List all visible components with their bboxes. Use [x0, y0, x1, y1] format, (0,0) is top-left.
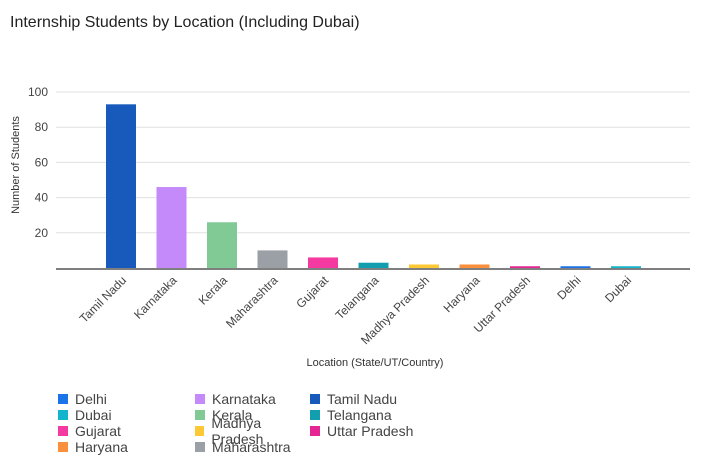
x-tick-label: Telangana [333, 273, 382, 322]
y-tick-label: 80 [35, 120, 49, 134]
bar-delhi [560, 266, 591, 268]
x-tick-label: Delhi [554, 273, 583, 302]
legend-item: Dubai [58, 407, 195, 423]
legend-item: Haryana [58, 439, 195, 455]
legend-item: Delhi [58, 391, 195, 407]
plot-area: 20 40 60 80 100 Tamil Nadu Karnataka KeralaMaha… [10, 85, 690, 369]
x-tick-label: Karnataka [131, 273, 180, 322]
chart-title: Internship Students by Location (Includi… [10, 14, 360, 31]
legend-swatch [58, 394, 68, 404]
bar-gujarat [308, 257, 338, 268]
legend-spacer [310, 439, 430, 455]
legend-label: Telangana [327, 407, 392, 423]
legend-label: Karnataka [212, 391, 276, 407]
x-tick-label: Dubai [602, 273, 634, 305]
bar-telangana [358, 262, 389, 268]
legend-label: Dubai [75, 407, 112, 423]
legend-label: Maharashtra [212, 439, 291, 455]
bar-maharashtra [257, 250, 288, 268]
legend-swatch [195, 426, 205, 436]
bar-tamil-nadu [106, 104, 136, 268]
legend-item: Madhya Pradesh [195, 415, 310, 447]
legend-swatch [58, 410, 68, 420]
y-tick-label: 20 [35, 226, 49, 240]
legend-label: Kerala [212, 407, 253, 423]
legend-swatch [58, 442, 68, 452]
legend-label: Tamil Nadu [327, 391, 398, 407]
legend-swatch [310, 426, 320, 436]
x-tick-label: Kerala [196, 273, 231, 308]
legend-item: Tamil Nadu [310, 391, 430, 407]
legend-label: Gujarat [75, 423, 121, 439]
legend-swatch [310, 410, 320, 420]
x-tick-label: Gujarat [293, 273, 331, 311]
legend-item: Telangana [310, 407, 430, 423]
y-axis-label: Number of Students [10, 116, 22, 214]
legend-item: Maharashtra [195, 439, 310, 455]
legend-swatch [195, 394, 205, 404]
legend-label: Delhi [75, 391, 107, 407]
legend-item: Gujarat [58, 423, 195, 439]
bar-karnataka [156, 187, 187, 268]
bar-kerala [207, 222, 237, 268]
x-tick-label: Haryana [441, 273, 483, 315]
legend-swatch [310, 394, 320, 404]
legend-label: Madhya Pradesh [211, 415, 264, 447]
legend-label: Haryana [75, 439, 128, 455]
legend: Delhi Karnataka Tamil Nadu Dubai Kerala Telan… [58, 391, 430, 455]
legend-swatch [195, 410, 205, 420]
bar-dubai [611, 266, 641, 268]
legend-item: Karnataka [195, 391, 310, 407]
x-tick-label: Maharashtra [223, 273, 281, 331]
y-tick-label: 60 [35, 155, 49, 169]
legend-swatch [195, 442, 205, 452]
y-tick-label: 100 [28, 85, 48, 99]
x-axis-label: Location (State/UT/Country) [307, 357, 444, 369]
x-tick-label: Tamil Nadu [77, 273, 129, 325]
bar-haryana [459, 264, 490, 268]
bar-uttar-pradesh [510, 266, 540, 268]
bar-madhya-pradesh [409, 264, 439, 268]
legend-label: Uttar Pradesh [327, 423, 414, 439]
legend-item: Kerala [195, 407, 310, 423]
legend-swatch [58, 426, 68, 436]
y-tick-label: 40 [35, 191, 49, 205]
legend-item: Uttar Pradesh [310, 423, 430, 439]
